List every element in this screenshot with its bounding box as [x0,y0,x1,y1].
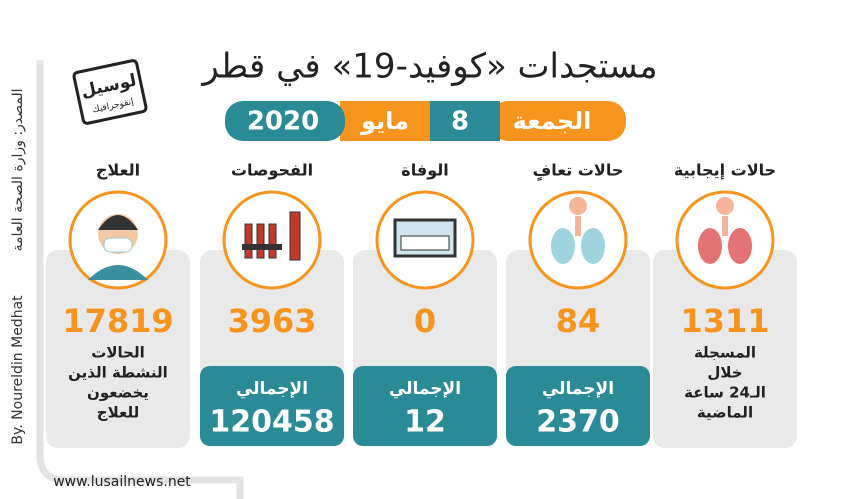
icon-head [569,197,587,215]
year: 2020 [247,107,319,137]
icon-rack [242,244,282,250]
icon-tube [244,223,253,259]
website: www.lusailnews.net [53,474,191,490]
stat-card: الوفاة 0 الإجمالي 12 [353,161,497,446]
stat-label: الفحوصات [231,161,313,180]
stat-note: الحالات [91,344,144,362]
frame [36,60,244,499]
total-value: 12 [404,405,446,440]
icon-tube [268,223,277,259]
day: الجمعة [513,107,592,135]
total-value: 120458 [209,405,334,440]
stat-label: العلاج [96,161,140,180]
card-bg [46,250,190,448]
stat-label: الوفاة [401,161,448,180]
total-bg [353,366,497,446]
icon-lung [551,228,575,264]
card-bg [653,250,797,448]
stat-label: حالات تعافٍ [533,161,624,182]
logo-box [72,59,148,125]
month-bg [340,101,430,141]
total-bg [200,366,344,446]
stat-value: 17819 [62,302,173,340]
date: 8 [451,107,469,137]
stat-value: 1311 [680,302,769,340]
total-label: الإجمالي [389,379,461,399]
icon-body [88,265,148,280]
card-bg [353,250,497,380]
icon-lung [698,228,722,264]
icon-tube-big [289,211,301,261]
icon-tube [256,223,265,259]
stat-value: 84 [556,302,601,340]
icon-ring [528,190,628,290]
credit: By. Noureldin Medhat [10,295,26,445]
source: المصدر: وزارة الصحة العامة [10,88,26,251]
stat-card: حالات إيجابية 1311 المسجلة خلال الـ24 ساعة ال… [653,161,797,448]
card-bg [200,250,344,380]
date-bg [430,101,500,141]
icon-lung [728,228,752,264]
date-bar: الجمعة 8 مايو 2020 [225,101,626,141]
month: مايو [360,107,409,135]
total-bg [506,366,650,446]
icon-mask [103,237,133,253]
stat-note: الماضية [697,404,753,422]
card-bg [506,250,650,380]
stat-card: العلاج 17819 الحالات النشطة الذين يخضعون للعل… [46,161,190,448]
icon-hair [98,215,138,230]
title: مستجدات «كوفيد-19» في قطر [200,47,657,87]
stat-note: خلال [707,364,742,382]
icon-trachea [722,216,728,236]
stat-note: للعلاج [97,404,139,422]
stat-note: يخضعون [87,384,149,402]
stat-note: المسجلة [694,344,756,362]
stat-note: النشطة الذين [68,364,168,382]
stat-card: الفحوصات 3963 الإجمالي 120458 [200,161,344,446]
stat-value: 3963 [227,302,316,340]
icon-head [716,197,734,215]
total-label: الإجمالي [236,379,308,399]
stat-note: الـ24 ساعة [684,384,766,402]
icon-trachea [575,216,581,236]
icon-sheet [400,235,450,251]
year-bg [225,101,345,141]
icon-ring [675,190,775,290]
logo: لوسيل إنفوجرافيك [72,59,148,125]
stat-value: 0 [414,302,436,340]
stat-label: حالات إيجابية [674,161,776,180]
icon-lung [581,228,605,264]
stat-card: حالات تعافٍ 84 الإجمالي 2370 [506,161,650,446]
total-value: 2370 [536,405,620,440]
total-label: الإجمالي [542,379,614,399]
day-bg [490,101,626,141]
